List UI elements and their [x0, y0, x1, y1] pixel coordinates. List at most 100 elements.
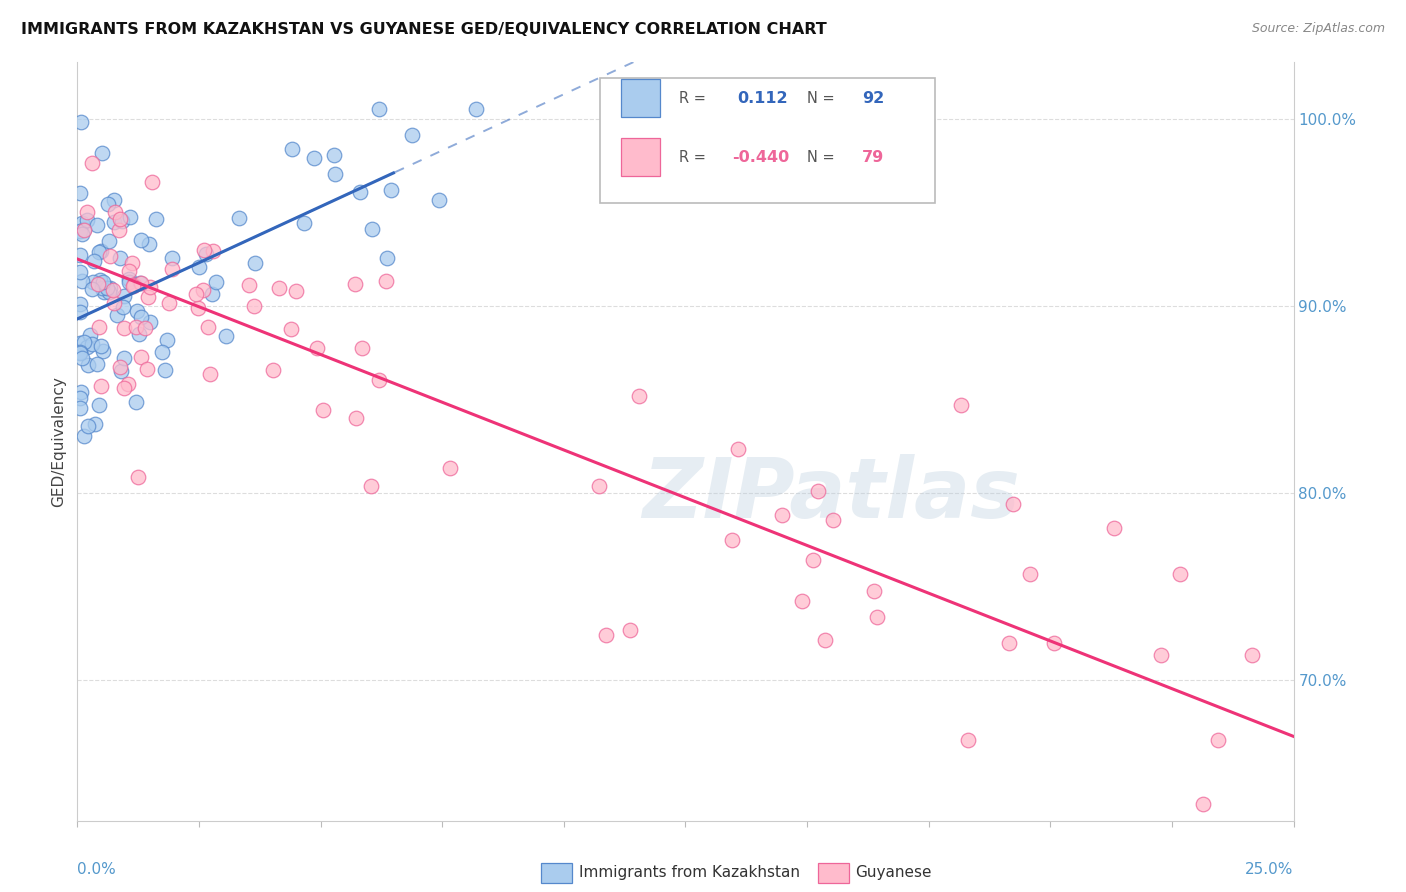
- Point: [195, 247, 218, 261]
- Point: [72, 217, 94, 231]
- Point: [198, 367, 221, 381]
- Point: [90, 379, 112, 393]
- Point: [595, 628, 617, 642]
- Point: [312, 403, 335, 417]
- Point: [73, 429, 96, 443]
- Point: [69, 305, 91, 319]
- Point: [157, 296, 180, 310]
- Point: [69, 224, 91, 238]
- Point: [103, 193, 125, 207]
- Point: [197, 320, 219, 334]
- Point: [134, 320, 156, 334]
- Point: [360, 479, 382, 493]
- Point: [350, 341, 373, 355]
- Point: [727, 442, 749, 457]
- Point: [86, 218, 108, 232]
- Point: [129, 233, 152, 247]
- Point: [93, 285, 115, 299]
- Point: [344, 411, 367, 425]
- Text: Guyanese: Guyanese: [855, 865, 931, 880]
- Point: [72, 334, 94, 349]
- Point: [1019, 567, 1042, 582]
- Point: [866, 610, 889, 624]
- Point: [118, 276, 141, 290]
- Point: [367, 102, 389, 116]
- Point: [439, 460, 461, 475]
- Point: [76, 340, 98, 354]
- Point: [89, 273, 111, 287]
- Point: [1102, 521, 1125, 535]
- Point: [243, 256, 266, 270]
- Point: [1168, 567, 1191, 582]
- Point: [280, 322, 302, 336]
- Point: [76, 358, 98, 372]
- Point: [111, 300, 134, 314]
- Point: [813, 632, 835, 647]
- Point: [87, 320, 110, 334]
- Point: [76, 205, 98, 219]
- Point: [201, 287, 224, 301]
- Point: [215, 329, 238, 343]
- Point: [129, 310, 152, 324]
- Text: R =: R =: [679, 150, 706, 165]
- Point: [70, 385, 93, 400]
- Point: [128, 469, 150, 483]
- Text: R =: R =: [679, 91, 706, 105]
- Text: ZIPatlas: ZIPatlas: [643, 454, 1021, 535]
- Text: 0.0%: 0.0%: [77, 863, 117, 878]
- Point: [86, 277, 108, 291]
- Point: [380, 184, 402, 198]
- Point: [80, 282, 103, 296]
- Point: [280, 142, 302, 156]
- Y-axis label: GED/Equivalency: GED/Equivalency: [51, 376, 66, 507]
- Point: [69, 391, 91, 405]
- Point: [105, 309, 128, 323]
- Point: [238, 278, 260, 293]
- Point: [368, 373, 391, 387]
- Point: [770, 508, 793, 522]
- Point: [1208, 732, 1230, 747]
- Point: [790, 594, 813, 608]
- Point: [263, 363, 285, 377]
- Point: [863, 583, 886, 598]
- Point: [69, 297, 91, 311]
- Point: [375, 252, 398, 266]
- Point: [129, 276, 152, 290]
- Point: [720, 533, 742, 547]
- Point: [128, 326, 150, 341]
- Bar: [621, 138, 659, 177]
- Point: [90, 244, 112, 259]
- Point: [302, 151, 325, 165]
- Point: [70, 351, 93, 366]
- Point: [108, 251, 131, 265]
- Point: [86, 358, 108, 372]
- Point: [110, 359, 132, 374]
- Point: [139, 280, 162, 294]
- Point: [87, 398, 110, 412]
- Point: [110, 212, 132, 227]
- Point: [323, 167, 346, 181]
- Point: [285, 284, 308, 298]
- Point: [111, 214, 134, 228]
- Point: [1002, 497, 1025, 511]
- Point: [104, 204, 127, 219]
- Point: [243, 299, 266, 313]
- Point: [129, 350, 152, 364]
- Point: [801, 553, 824, 567]
- Point: [90, 339, 112, 353]
- Point: [125, 320, 148, 334]
- Point: [91, 281, 114, 295]
- Point: [156, 333, 179, 347]
- Point: [91, 344, 114, 359]
- Text: Source: ZipAtlas.com: Source: ZipAtlas.com: [1251, 22, 1385, 36]
- Point: [127, 304, 149, 318]
- Point: [112, 289, 135, 303]
- Point: [101, 283, 124, 297]
- Point: [138, 236, 160, 251]
- FancyBboxPatch shape: [600, 78, 935, 202]
- Point: [150, 344, 173, 359]
- Point: [427, 193, 450, 207]
- Point: [823, 513, 845, 527]
- Point: [83, 254, 105, 268]
- Point: [187, 301, 209, 315]
